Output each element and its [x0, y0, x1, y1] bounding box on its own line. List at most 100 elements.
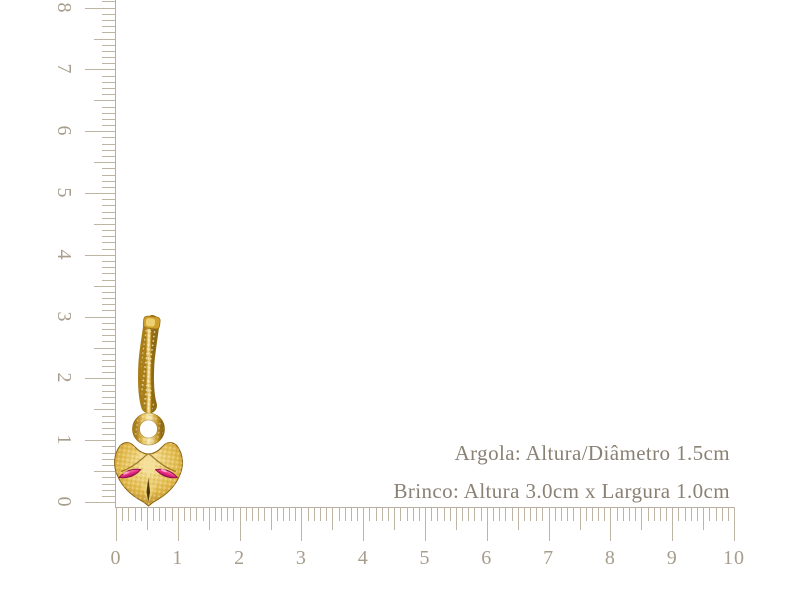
ruler-tick: [418, 507, 420, 521]
ruler-tick: [102, 106, 115, 108]
ruler-tick: [598, 507, 599, 521]
earring-product-photo: [114, 315, 183, 507]
left-ear-crease: [120, 453, 148, 473]
ruler-tick: [159, 507, 161, 521]
ruler-tick: [165, 507, 167, 521]
ruler-tick: [696, 507, 698, 521]
ruler-tick: [196, 507, 198, 521]
ruler-tick: [394, 507, 396, 530]
ruler-tick: [672, 507, 674, 541]
ruler-tick: [102, 81, 115, 83]
ruler-tick: [184, 507, 185, 521]
ruler-tick: [102, 304, 115, 306]
ruler-tick: [641, 507, 643, 530]
ruler-tick: [245, 507, 247, 521]
ruler-tick: [102, 341, 115, 343]
ruler-tick: [375, 507, 377, 521]
ruler-tick: [102, 366, 115, 367]
ruler-tick: [202, 507, 204, 521]
ruler-tick: [122, 507, 124, 521]
ruler-tick: [102, 483, 115, 485]
ruler-tick: [102, 415, 115, 417]
ruler-tick: [431, 507, 433, 521]
ruler-tick: [301, 507, 303, 541]
ruler-tick: [102, 261, 115, 262]
ruler-tick: [511, 507, 513, 521]
ruler-tick: [153, 507, 155, 521]
ruler-tick: [554, 507, 556, 521]
ruler-tick: [307, 507, 309, 521]
h-ruler-label: 7: [543, 547, 555, 569]
ruler-tick: [350, 507, 352, 521]
ruler-tick: [94, 38, 115, 40]
ruler-tick: [102, 199, 115, 201]
ruler-tick: [468, 507, 470, 521]
ruler-tick: [363, 507, 365, 541]
ruler-tick: [102, 434, 115, 435]
ruler-tick: [499, 507, 501, 521]
ruler-tick: [406, 507, 408, 521]
ruler-tick: [214, 507, 216, 521]
ruler-tick: [239, 507, 241, 541]
ruler-tick: [102, 57, 115, 58]
ruler-tick: [443, 507, 445, 521]
h-ruler-label: 3: [295, 547, 307, 569]
ruler-tick: [659, 507, 661, 521]
ruler-tick: [102, 75, 115, 77]
ruler-tick: [666, 507, 667, 521]
vertical-ruler-line: [115, 0, 116, 508]
ruler-tick: [678, 507, 680, 521]
ruler-tick: [102, 427, 115, 429]
ruler-tick: [208, 507, 210, 530]
v-ruler-label: 8: [53, 2, 75, 14]
ruler-tick: [102, 137, 115, 139]
ruler-tick: [709, 507, 711, 521]
ruler-tick: [647, 507, 649, 521]
fox-head-pendant: [114, 442, 183, 507]
h-ruler-label: 0: [110, 547, 122, 569]
connector-ring: [132, 412, 165, 446]
nose-slit: [146, 478, 151, 502]
ruler-tick: [94, 100, 115, 102]
ruler-tick: [474, 507, 476, 521]
ruler-tick: [264, 507, 266, 521]
ruler-tick: [548, 507, 550, 541]
ruler-tick: [523, 507, 525, 521]
ruler-tick: [338, 507, 340, 521]
v-ruler-label: 4: [53, 249, 75, 261]
ruler-tick: [721, 507, 723, 521]
ruler-tick: [102, 50, 115, 52]
ruler-tick: [561, 507, 562, 521]
ruler-tick: [369, 507, 371, 521]
ruler-tick: [270, 507, 272, 530]
ruler-tick: [102, 495, 115, 497]
ruler-tick: [102, 63, 115, 65]
ruler-tick: [102, 180, 115, 182]
v-ruler-label: 5: [53, 187, 75, 199]
ruler-tick: [102, 291, 115, 293]
ruler-tick: [573, 507, 575, 521]
ruler-tick: [684, 507, 686, 521]
h-ruler-label: 10: [723, 547, 745, 569]
ruler-tick: [449, 507, 451, 521]
ruler-tick: [171, 507, 173, 521]
ruler-tick: [102, 421, 115, 423]
ruler-tick: [289, 507, 290, 521]
ruler-tick: [517, 507, 519, 530]
ruler-tick: [102, 125, 115, 126]
ruler-tick: [102, 279, 115, 281]
hoop-size-text: Argola: Altura/Diâmetro 1.5cm: [454, 441, 730, 465]
ruler-tick: [622, 507, 624, 521]
ruler-tick: [102, 32, 115, 34]
v-ruler-label: 0: [53, 496, 75, 508]
ruler-tick: [102, 310, 115, 312]
ruler-tick: [102, 298, 115, 300]
ruler-tick: [628, 507, 630, 521]
ruler-tick: [357, 507, 358, 521]
v-ruler-label: 7: [53, 63, 75, 75]
ruler-tick: [146, 507, 148, 530]
ruler-tick: [567, 507, 569, 521]
ruler-tick: [462, 507, 464, 521]
ruler-tick: [102, 359, 115, 361]
ruler-tick: [542, 507, 544, 521]
